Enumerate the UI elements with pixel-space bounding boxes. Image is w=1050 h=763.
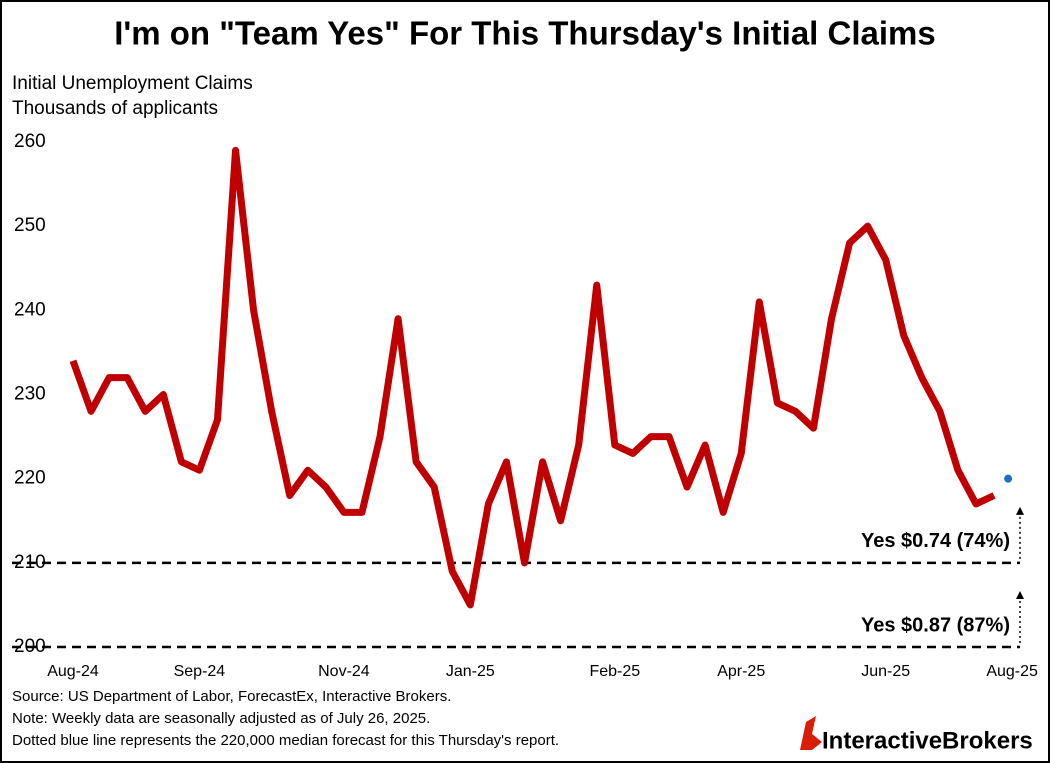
x-tick-label: Jan-25 <box>446 663 495 680</box>
arrow-head <box>1016 591 1024 599</box>
arrow-head <box>1016 506 1024 515</box>
note: Note: Weekly data are seasonally adjuste… <box>12 710 430 727</box>
forecast-point <box>1004 474 1013 483</box>
x-tick-label: Jun-25 <box>861 663 910 680</box>
x-tick-label: Sep-24 <box>174 663 226 680</box>
chart-title: I'm on "Team Yes" For This Thursday's In… <box>114 15 936 52</box>
y-tick-label: 250 <box>14 215 46 236</box>
logo: InteractiveBrokers <box>822 727 1033 754</box>
x-tick-label: Aug-24 <box>47 663 99 680</box>
x-tick-label: Aug-25 <box>986 663 1038 680</box>
y-tick-label: 240 <box>14 299 46 320</box>
x-tick-label: Nov-24 <box>318 663 370 680</box>
y-tick-label: 260 <box>14 131 46 152</box>
y-label: Thousands of applicants <box>12 98 218 119</box>
x-tick-label: Feb-25 <box>589 663 640 680</box>
y-label: Initial Unemployment Claims <box>12 73 253 94</box>
x-tick-label: Apr-25 <box>717 663 765 680</box>
y-tick-label: 230 <box>14 384 46 405</box>
line <box>69 146 996 609</box>
logo-icon <box>800 716 822 750</box>
note: Source: US Department of Labor, Forecast… <box>12 688 451 705</box>
note: Dotted blue line represents the 220,000 … <box>12 732 559 749</box>
reference-label: Yes $0.87 (87%) <box>861 614 1010 636</box>
y-tick-label: 220 <box>14 468 46 489</box>
reference-label: Yes $0.74 (74%) <box>861 530 1010 552</box>
